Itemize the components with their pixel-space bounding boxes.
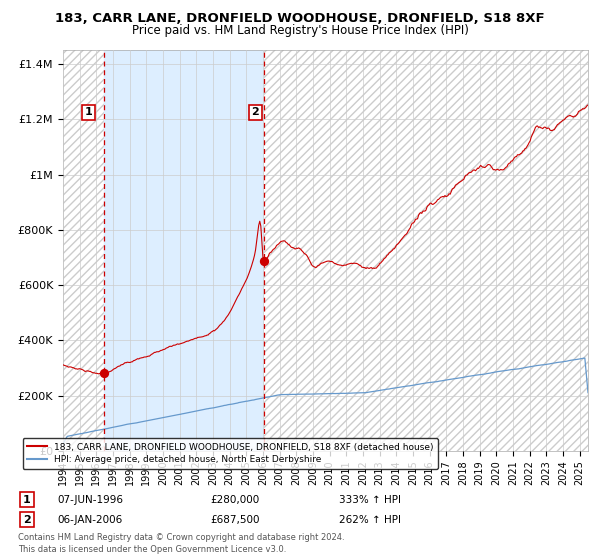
- Bar: [104, 50, 263, 451]
- Text: 1: 1: [85, 108, 92, 118]
- Text: 1: 1: [23, 494, 31, 505]
- Point: [259, 256, 268, 265]
- Text: 183, CARR LANE, DRONFIELD WOODHOUSE, DRONFIELD, S18 8XF: 183, CARR LANE, DRONFIELD WOODHOUSE, DRO…: [55, 12, 545, 25]
- Text: 06-JAN-2006: 06-JAN-2006: [57, 515, 122, 525]
- Text: 333% ↑ HPI: 333% ↑ HPI: [339, 494, 401, 505]
- Text: 07-JUN-1996: 07-JUN-1996: [57, 494, 123, 505]
- Text: 2: 2: [23, 515, 31, 525]
- Text: Price paid vs. HM Land Registry's House Price Index (HPI): Price paid vs. HM Land Registry's House …: [131, 24, 469, 37]
- Text: Contains HM Land Registry data © Crown copyright and database right 2024.
This d: Contains HM Land Registry data © Crown c…: [18, 533, 344, 554]
- Text: 2: 2: [251, 108, 259, 118]
- Text: 262% ↑ HPI: 262% ↑ HPI: [339, 515, 401, 525]
- Text: £280,000: £280,000: [210, 494, 259, 505]
- Legend: 183, CARR LANE, DRONFIELD WOODHOUSE, DRONFIELD, S18 8XF (detached house), HPI: A: 183, CARR LANE, DRONFIELD WOODHOUSE, DRO…: [23, 438, 438, 469]
- Point: [99, 369, 109, 378]
- Text: £687,500: £687,500: [210, 515, 260, 525]
